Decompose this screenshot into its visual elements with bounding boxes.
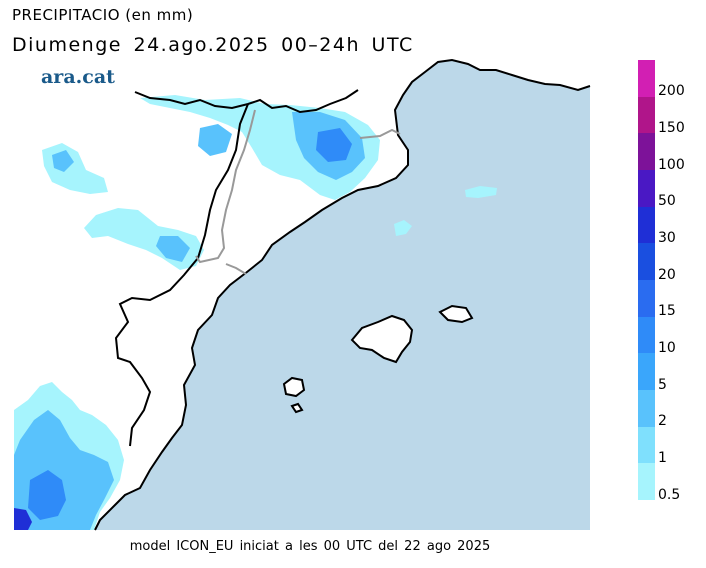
- sea: [95, 60, 590, 530]
- legend-swatch: [638, 390, 655, 427]
- legend-swatch: [638, 133, 655, 171]
- legend-swatch: [638, 353, 655, 391]
- precipitation-legend: 200 150 100 50 30 20 15 10 5 2 1 0.5: [638, 60, 706, 503]
- internal-borders: [195, 109, 401, 275]
- legend-swatch: [638, 426, 655, 464]
- legend-label: 0.5: [658, 486, 681, 503]
- legend-label: 150: [658, 119, 685, 136]
- precip-extreme-cell: [14, 508, 32, 530]
- legend-label: 15: [658, 303, 676, 320]
- legend-label: 30: [658, 229, 676, 246]
- legend-swatch: [638, 96, 655, 134]
- ara-cat-logo[interactable]: ara.cat: [41, 66, 115, 88]
- legend-swatch: [638, 206, 655, 244]
- legend-label: 10: [658, 339, 676, 356]
- northern-border: [134, 89, 359, 114]
- map-subtitle: Diumenge 24.ago.2025 00–24h UTC: [12, 34, 414, 56]
- legend-label: 200: [658, 83, 685, 100]
- western-border: [114, 103, 249, 447]
- precip-medium-cells: [14, 112, 365, 530]
- legend-swatch: [638, 243, 655, 281]
- legend-label: 50: [658, 193, 676, 210]
- precip-heavy-cells: [28, 128, 352, 520]
- legend-label: 2: [658, 413, 667, 430]
- legend-label: 5: [658, 376, 667, 393]
- coastline: [94, 58, 591, 531]
- legend-label: 1: [658, 449, 667, 466]
- map-title: PRECIPITACIO (en mm): [12, 6, 194, 24]
- legend-swatch: [638, 170, 655, 207]
- legend-label: 20: [658, 266, 676, 283]
- legend-swatch: [638, 316, 655, 354]
- legend-swatch: [638, 60, 655, 97]
- legend-swatch: [638, 463, 655, 501]
- balearic-islands: [282, 304, 474, 414]
- model-info: model ICON_EU iniciat a les 00 UTC del 2…: [129, 539, 491, 554]
- legend-swatch: [638, 280, 655, 317]
- legend-label: 100: [658, 156, 685, 173]
